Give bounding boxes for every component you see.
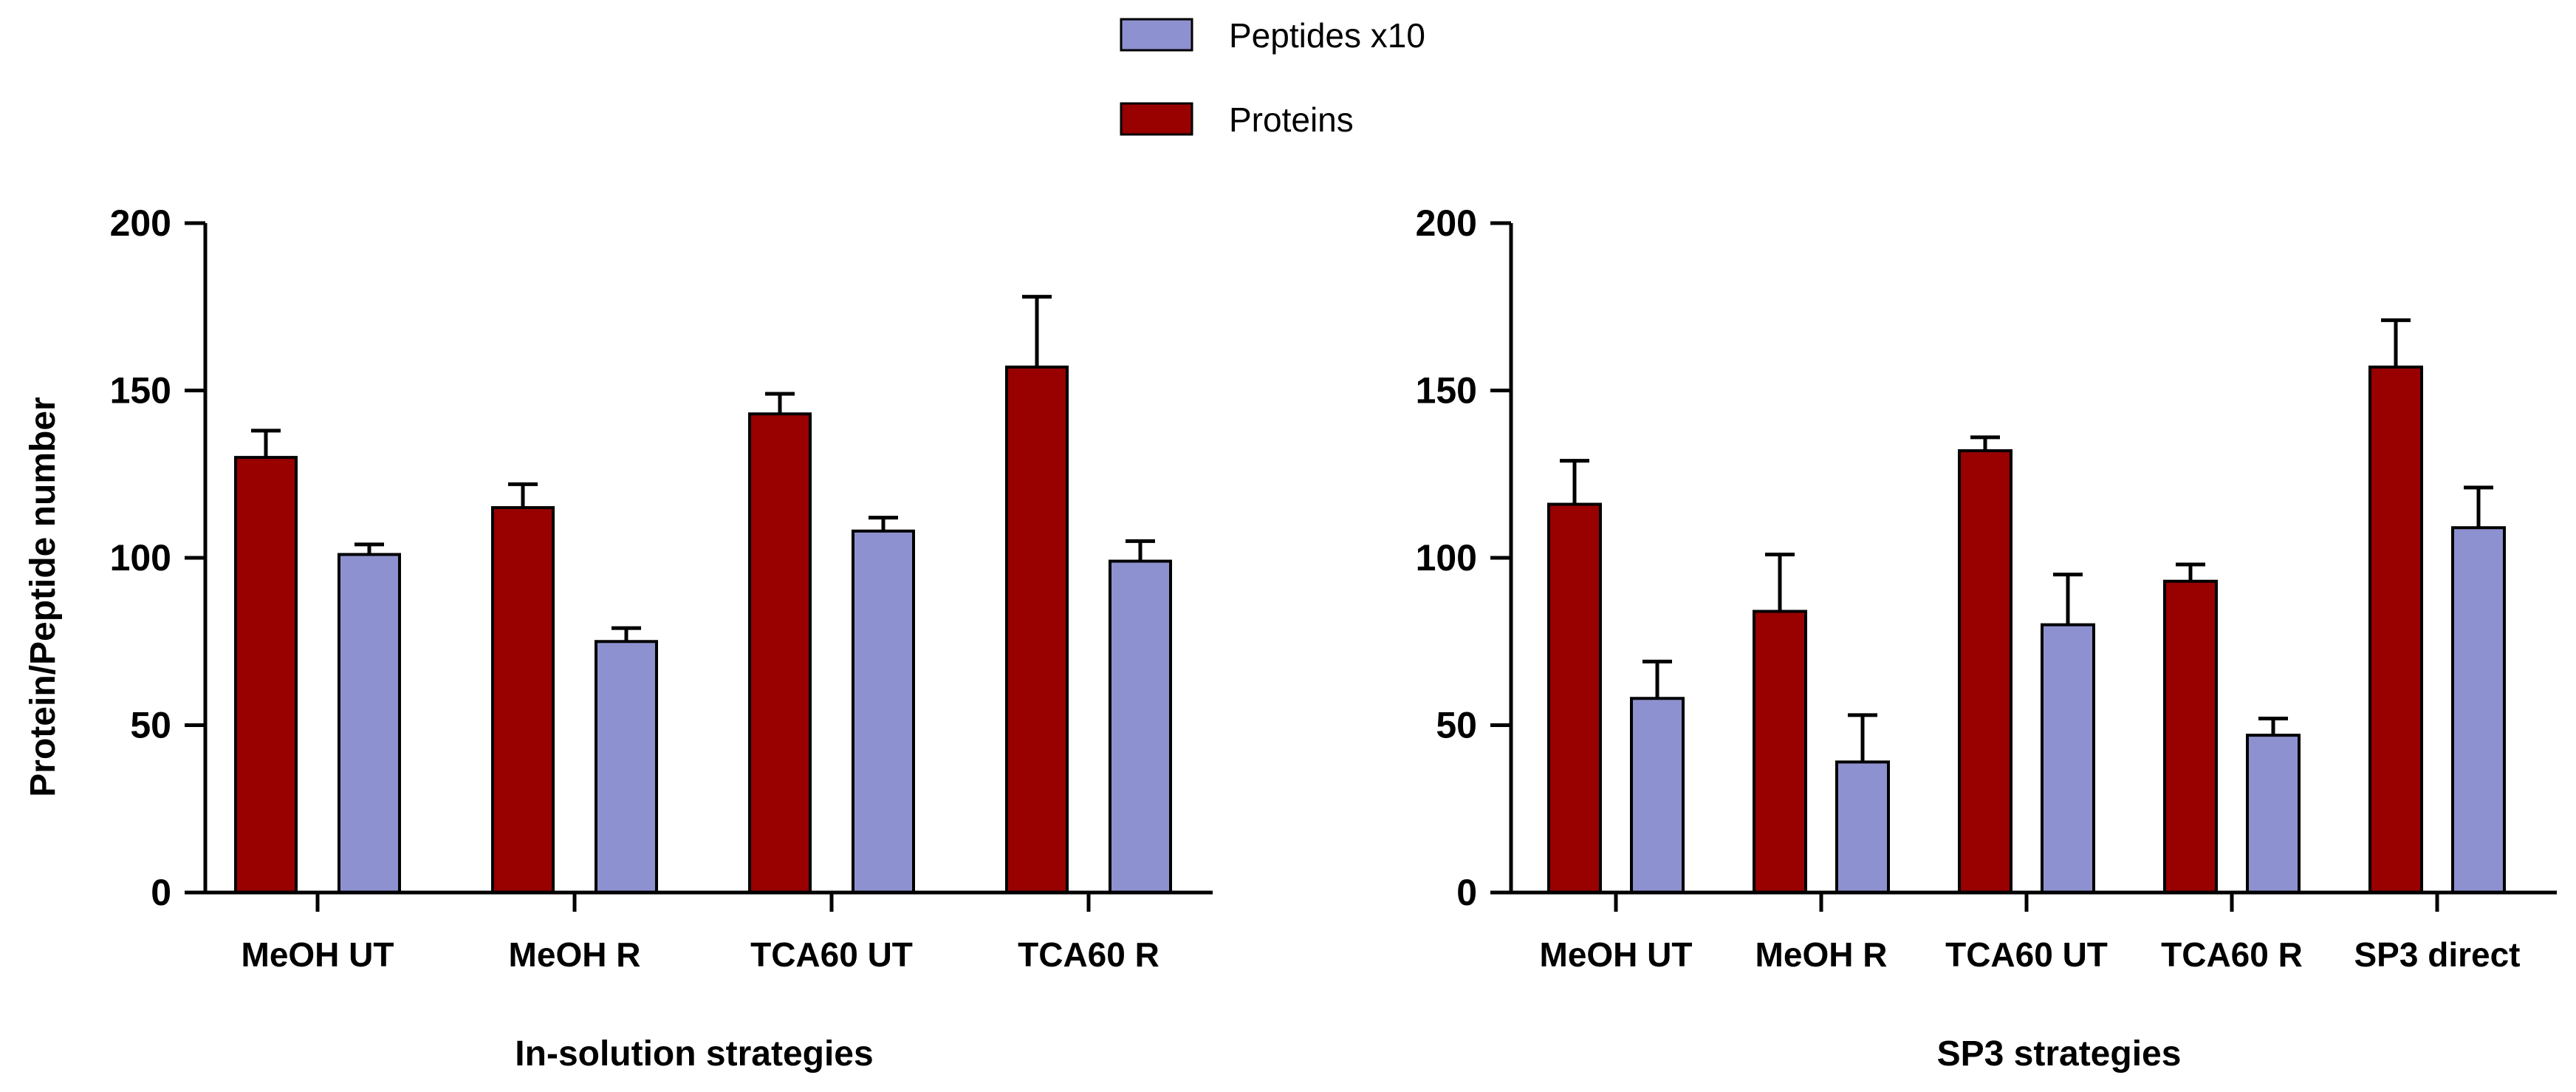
legend-label-peptides: Peptides x10: [1229, 16, 1425, 55]
legend-label-proteins: Proteins: [1229, 100, 1354, 139]
bar-proteins-tca60-ut: [748, 412, 812, 894]
y-tick-label: 100: [110, 537, 171, 579]
x-axis-title: In-solution strategies: [515, 1034, 873, 1074]
bar-peptides-x10-meoh-r: [595, 640, 658, 894]
bar-proteins-tca60-r: [2163, 579, 2218, 895]
bar-proteins-meoh-ut: [1547, 502, 1602, 894]
bar-peptides-x10-sp3-direct: [2451, 526, 2506, 894]
chart-in-solution: MeOH UT MeOH R TCA60 UT TCA60 R 0 50 100 150 200…: [110, 202, 1213, 1074]
y-tick-label: 150: [1416, 370, 1477, 412]
bar-proteins-tca60-r: [1005, 365, 1069, 895]
x-tick-label: MeOH UT: [1540, 935, 1693, 974]
x-tick-label: TCA60 R: [1018, 935, 1159, 974]
y-tick-label: 0: [151, 872, 171, 913]
y-tick-label: 50: [130, 705, 171, 746]
y-tick-label: 200: [1416, 202, 1477, 244]
bar-peptides-x10-meoh-ut: [1630, 697, 1685, 894]
y-tick-label: 0: [1456, 872, 1477, 913]
chart-sp3: MeOH UT MeOH R TCA60 UT TCA60 R SP3 direct 0 5…: [1416, 202, 2557, 1074]
y-tick-label: 100: [1416, 537, 1477, 579]
bar-peptides-x10-tca60-r: [2246, 734, 2301, 895]
y-tick-label: 50: [1436, 705, 1477, 746]
x-tick-label: TCA60 UT: [1945, 935, 2108, 974]
y-tick-label: 150: [110, 370, 171, 412]
bar-peptides-x10-tca60-r: [1109, 559, 1172, 895]
x-tick-label: TCA60 R: [2161, 935, 2303, 974]
x-axis-title: SP3 strategies: [1937, 1034, 2182, 1074]
legend-swatch-proteins: [1120, 102, 1193, 136]
x-tick-label: MeOH R: [509, 935, 641, 974]
x-tick-label: MeOH UT: [242, 935, 394, 974]
bar-proteins-meoh-r: [1753, 610, 1807, 894]
bar-proteins-meoh-ut: [234, 456, 298, 894]
bar-peptides-x10-meoh-ut: [338, 553, 401, 894]
x-tick-label: TCA60 UT: [750, 935, 913, 974]
bar-peptides-x10-meoh-r: [1835, 760, 1890, 894]
y-axis-title: Protein/Peptide number: [24, 397, 63, 796]
bar-peptides-x10-tca60-ut: [2041, 623, 2095, 894]
bar-proteins-tca60-ut: [1958, 449, 2012, 894]
bar-proteins-sp3-direct: [2368, 365, 2423, 895]
x-tick-label: MeOH R: [1755, 935, 1888, 974]
bar-proteins-meoh-r: [491, 506, 555, 894]
x-tick-label: SP3 direct: [2354, 935, 2521, 974]
bar-peptides-x10-tca60-ut: [852, 529, 915, 894]
y-tick-label: 200: [110, 202, 171, 244]
legend: Peptides x10 Proteins: [1120, 16, 1425, 139]
legend-swatch-peptides: [1120, 18, 1193, 52]
